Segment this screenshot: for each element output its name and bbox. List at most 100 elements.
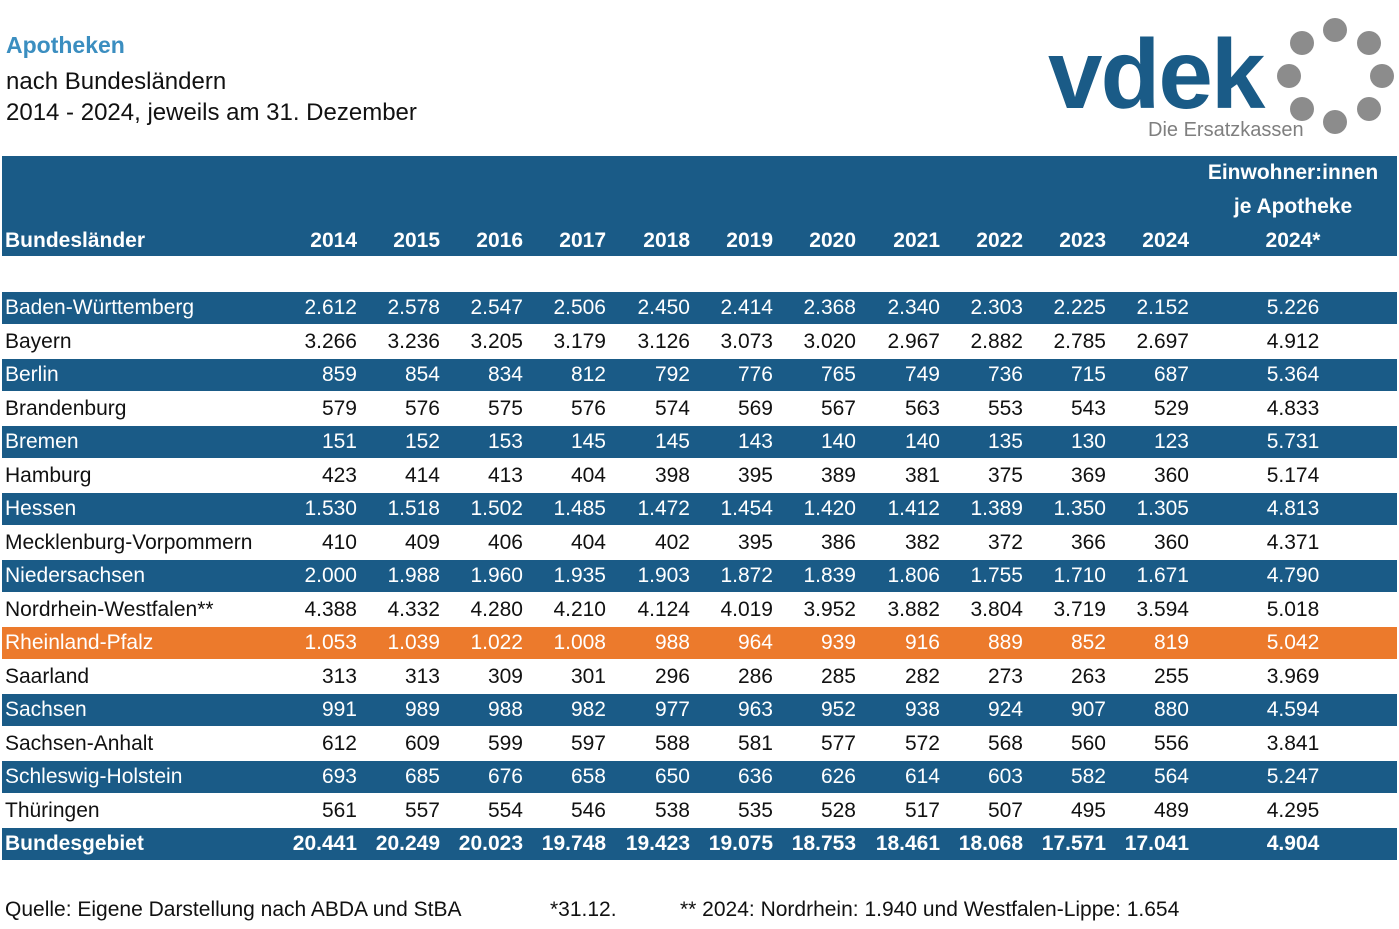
- cell-value: 952: [820, 698, 856, 721]
- row-label: Hamburg: [5, 463, 92, 487]
- row-band: [2, 627, 1397, 659]
- header-band: [2, 156, 1397, 256]
- cell-value: 20.441: [292, 832, 357, 855]
- cell-value: 406: [487, 530, 523, 554]
- row-label: Sachsen-Anhalt: [5, 731, 154, 755]
- cell-value: 1.022: [470, 631, 523, 654]
- cell-value: 372: [987, 530, 1023, 554]
- row-label: Thüringen: [5, 798, 100, 822]
- cell-value: 153: [487, 430, 523, 453]
- cell-value: 4.019: [720, 597, 773, 621]
- cell-value: 3.020: [803, 329, 856, 353]
- cell-value: 5.247: [1266, 765, 1320, 788]
- cell-value: 360: [1153, 463, 1189, 487]
- header-cell: Einwohner:innen: [1207, 161, 1379, 184]
- cell-value: 1.502: [470, 497, 523, 520]
- row-label: Mecklenburg-Vorpommern: [5, 530, 253, 554]
- cell-value: 4.904: [1266, 832, 1320, 855]
- header-cell: 2015: [393, 229, 440, 252]
- cell-value: 5.018: [1266, 597, 1320, 621]
- cell-value: 135: [987, 430, 1023, 453]
- cell-value: 5.731: [1266, 430, 1320, 453]
- cell-value: 988: [654, 631, 690, 654]
- cell-value: 4.332: [387, 597, 440, 621]
- cell-value: 3.073: [720, 329, 773, 353]
- cell-value: 2.414: [720, 296, 773, 319]
- cell-value: 776: [737, 363, 773, 386]
- cell-value: 309: [487, 664, 523, 688]
- cell-value: 538: [654, 798, 690, 822]
- cell-value: 143: [737, 430, 773, 453]
- cell-value: 4.833: [1266, 396, 1320, 420]
- cell-value: 938: [904, 698, 940, 721]
- cell-value: 792: [654, 363, 690, 386]
- cell-value: 1.988: [387, 564, 440, 587]
- cell-value: 395: [737, 463, 773, 487]
- cell-value: 588: [654, 731, 690, 755]
- cell-value: 2.612: [304, 296, 357, 319]
- cell-value: 381: [904, 463, 940, 487]
- cell-value: 145: [570, 430, 606, 453]
- cell-value: 749: [904, 363, 940, 386]
- cell-value: 3.205: [470, 329, 523, 353]
- header-cell: 2022: [976, 229, 1023, 252]
- cell-value: 528: [820, 798, 856, 822]
- cell-value: 991: [321, 698, 357, 721]
- cell-value: 4.813: [1266, 497, 1320, 520]
- cell-value: 507: [987, 798, 1023, 822]
- cell-value: 567: [820, 396, 856, 420]
- row-band: [2, 560, 1397, 592]
- cell-value: 1.710: [1053, 564, 1106, 587]
- header-cell: 2016: [476, 229, 523, 252]
- header-cell: 2014: [310, 229, 357, 252]
- cell-value: 687: [1153, 363, 1189, 386]
- cell-value: 582: [1070, 765, 1106, 788]
- cell-value: 2.967: [887, 329, 940, 353]
- cell-value: 3.804: [970, 597, 1023, 621]
- cell-value: 859: [321, 363, 357, 386]
- cell-value: 1.755: [970, 564, 1023, 587]
- cell-value: 1.305: [1136, 497, 1189, 520]
- logo: vdek Die Ersatzkassen: [1048, 18, 1394, 141]
- cell-value: 2.506: [553, 296, 606, 319]
- row-band: [2, 694, 1397, 726]
- row-label: Bundesgebiet: [5, 832, 144, 855]
- header-cell: 2023: [1059, 229, 1106, 252]
- cell-value: 18.461: [875, 832, 940, 855]
- cell-value: 575: [487, 396, 523, 420]
- header-cell: 2020: [809, 229, 856, 252]
- cell-value: 685: [404, 765, 440, 788]
- cell-value: 1.472: [637, 497, 690, 520]
- cell-value: 1.008: [553, 631, 606, 654]
- cell-value: 2.578: [387, 296, 440, 319]
- header-cell: 2024*: [1265, 229, 1321, 252]
- logo-tagline: Die Ersatzkassen: [1148, 119, 1304, 141]
- cell-value: 4.210: [553, 597, 606, 621]
- cell-value: 572: [904, 731, 940, 755]
- row-label: Schleswig-Holstein: [5, 765, 183, 788]
- cell-value: 626: [820, 765, 856, 788]
- cell-value: 123: [1153, 430, 1189, 453]
- cell-value: 395: [737, 530, 773, 554]
- cell-value: 19.075: [708, 832, 773, 855]
- cell-value: 301: [570, 664, 606, 688]
- cell-value: 413: [487, 463, 523, 487]
- cell-value: 17.571: [1041, 832, 1106, 855]
- cell-value: 535: [737, 798, 773, 822]
- cell-value: 140: [904, 430, 940, 453]
- cell-value: 1.806: [887, 564, 940, 587]
- cell-value: 603: [987, 765, 1023, 788]
- cell-value: 854: [404, 363, 440, 386]
- cell-value: 286: [737, 664, 773, 688]
- cell-value: 529: [1153, 396, 1189, 420]
- row-band: [2, 493, 1397, 525]
- cell-value: 382: [904, 530, 940, 554]
- cell-value: 2.152: [1136, 296, 1189, 319]
- cell-value: 489: [1153, 798, 1189, 822]
- cell-value: 581: [737, 731, 773, 755]
- cell-value: 296: [654, 664, 690, 688]
- cell-value: 3.969: [1266, 664, 1320, 688]
- cell-value: 19.423: [625, 832, 690, 855]
- header-cell: 2019: [726, 229, 773, 252]
